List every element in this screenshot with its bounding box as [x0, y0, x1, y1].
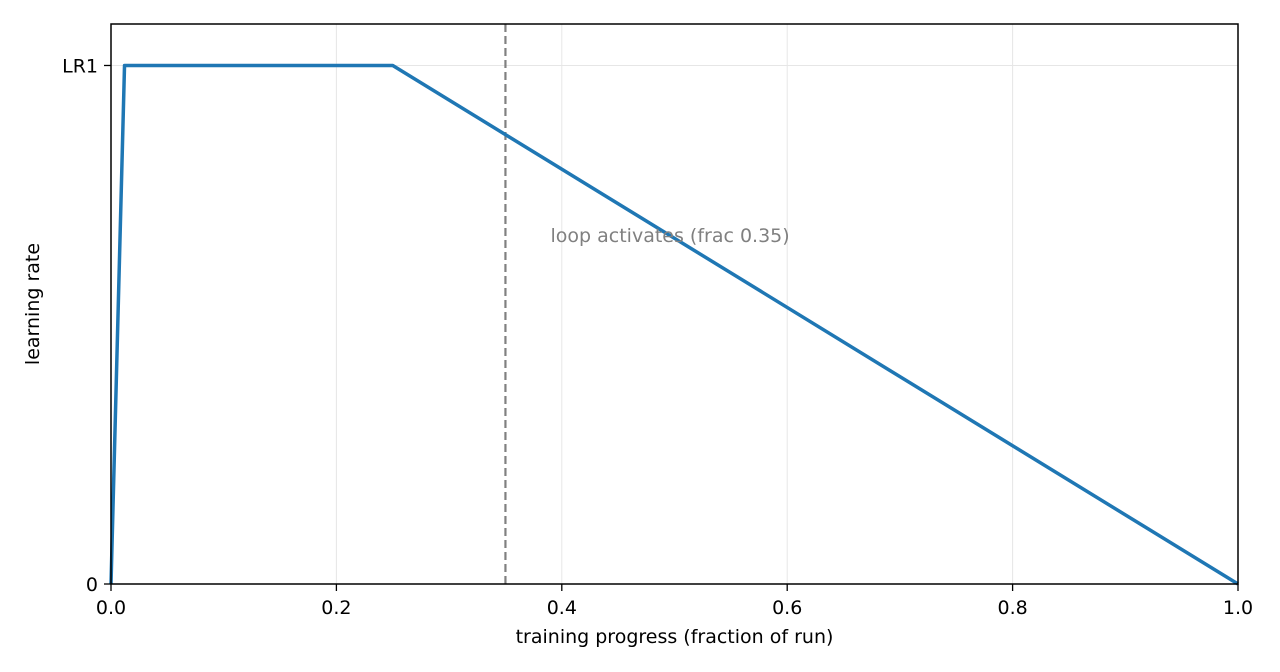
annotations: loop activates (frac 0.35) [551, 225, 790, 247]
x-tick-label: 0.4 [547, 597, 577, 619]
plot-frame [110, 23, 1239, 585]
axis-ticks: 0.0 0.2 0.4 0.6 0.8 1.0 0 LR1 [62, 55, 1253, 619]
series-lines [109, 63, 1239, 586]
loop-activation-annotation: loop activates (frac 0.35) [551, 225, 790, 247]
x-tick-label: 1.0 [1223, 597, 1253, 619]
x-tick-label: 0.2 [321, 597, 351, 619]
x-tick-label: 0.8 [997, 597, 1027, 619]
y-tick-label: LR1 [62, 55, 98, 77]
x-tick-label: 0.0 [96, 597, 126, 619]
lr-schedule-line [109, 63, 1239, 586]
x-tick-label: 0.6 [772, 597, 802, 619]
x-axis-label: training progress (fraction of run) [516, 626, 834, 648]
y-axis-label: learning rate [22, 243, 44, 365]
y-tick-label: 0 [86, 574, 98, 596]
grid-lines [110, 24, 1239, 585]
